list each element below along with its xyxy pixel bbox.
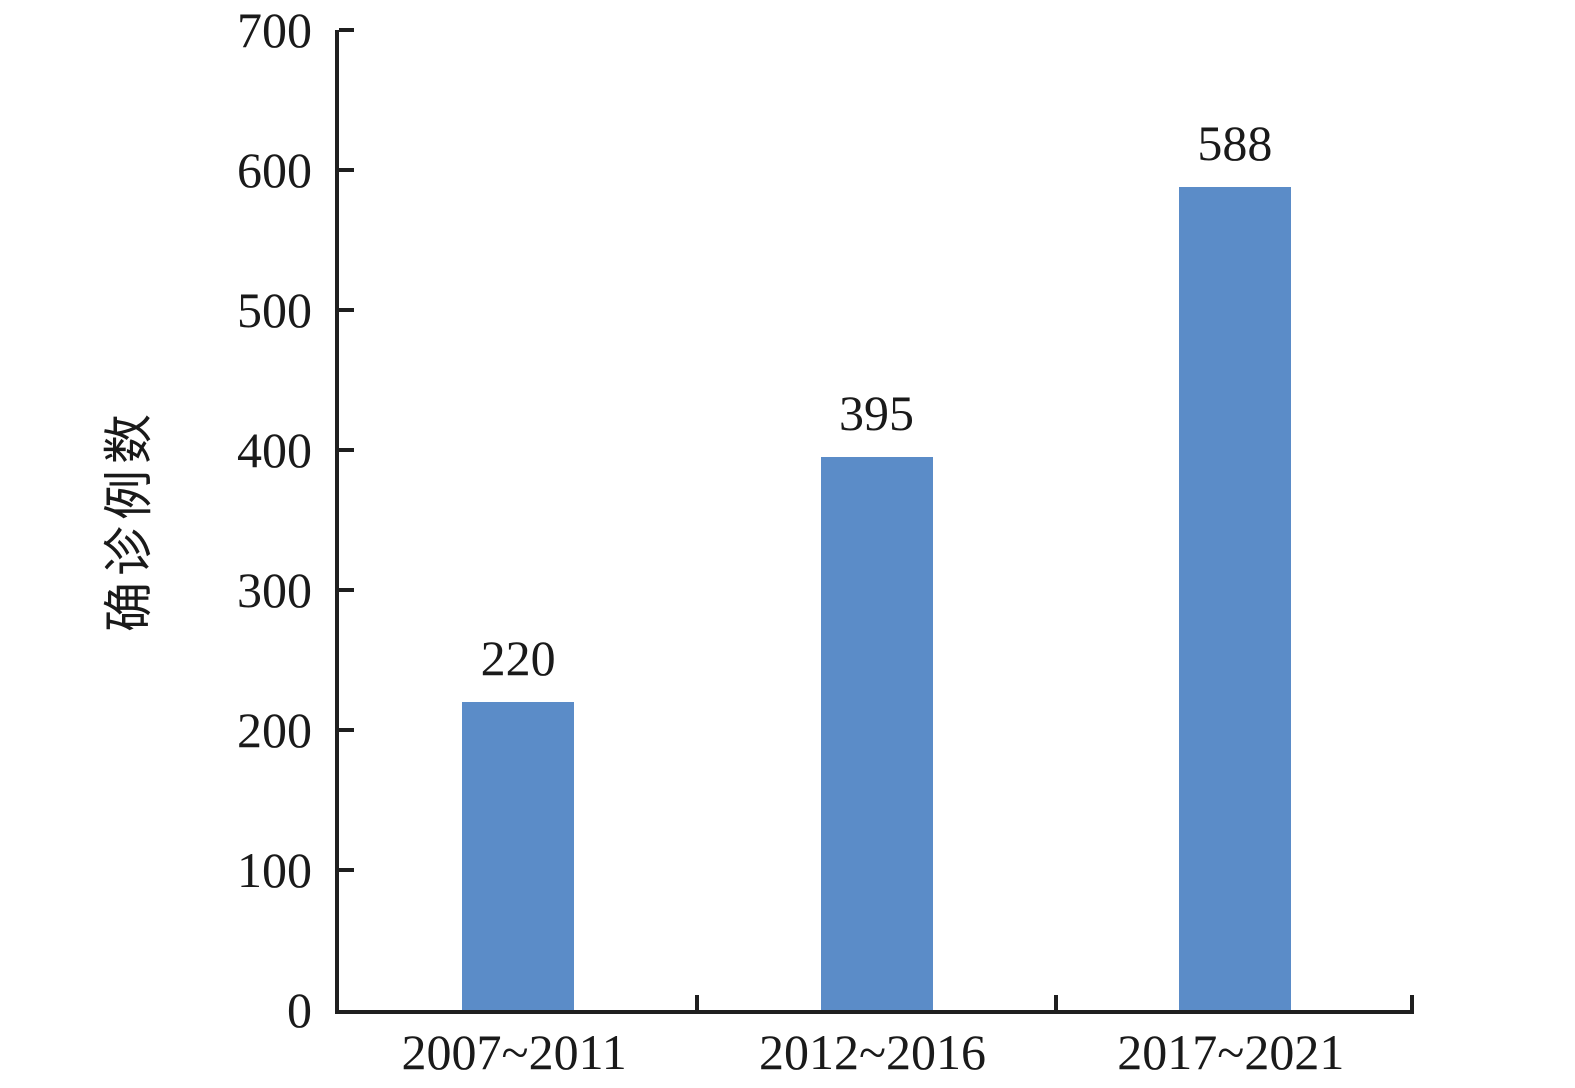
y-tick [339,868,354,872]
y-tick [339,728,354,732]
y-tick [339,168,354,172]
x-tick [1053,995,1058,1010]
bar-value-label: 588 [1197,114,1273,171]
plot-area: 220 395 588 [335,28,1414,1014]
y-tick-label: 200 [237,702,312,758]
bar [1178,186,1291,1010]
bar-value-label: 220 [480,630,556,686]
x-category-label: 2012~2016 [758,1024,987,1080]
x-category-label: 2017~2021 [1117,1024,1345,1080]
y-tick-label: 700 [237,2,312,58]
y-tick-label: 600 [237,142,312,198]
y-tick-label: 300 [237,562,312,618]
y-tick-label: 0 [287,982,312,1038]
y-tick [339,308,354,312]
y-tick-label: 400 [237,422,312,478]
bar-value-label: 395 [839,385,914,441]
x-axis-end-tick [1410,995,1414,1010]
x-category-label: 2007~2011 [401,1024,627,1080]
y-tick-label: 500 [237,282,312,338]
y-tick [339,588,354,592]
y-tick [339,28,354,33]
bar [462,702,575,1010]
y-tick-label: 100 [237,842,312,898]
y-tick [339,448,354,452]
bar [820,457,933,1010]
x-tick [695,995,700,1010]
